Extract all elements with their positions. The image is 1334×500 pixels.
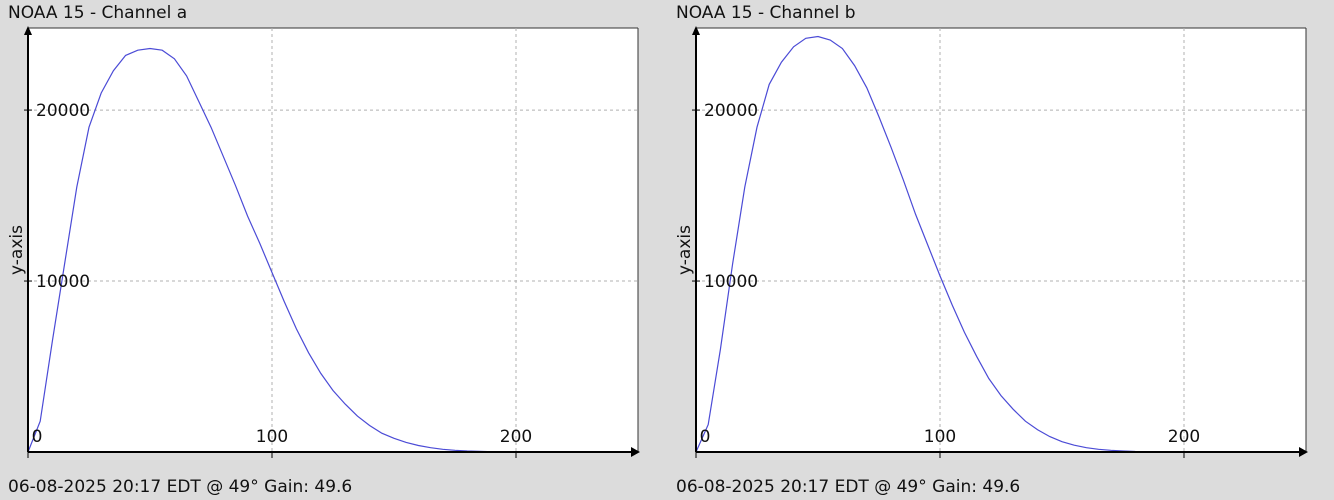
- y-tick-label: 20000: [36, 101, 90, 121]
- y-axis-label: y-axis: [675, 225, 695, 275]
- plot-area: [28, 28, 638, 452]
- chart-panel-a: NOAA 15 - Channel a 0 100 200 10000 20000 y-a…: [0, 0, 660, 500]
- x-tick-label: 0: [700, 427, 711, 447]
- chart-footer: 06-08-2025 20:17 EDT @ 49° Gain: 49.6: [8, 477, 353, 497]
- x-axis-arrow: [631, 447, 640, 457]
- y-tick-label: 10000: [36, 272, 90, 292]
- y-axis-arrow: [24, 26, 32, 35]
- line-chart: 0 100 200 10000 20000 y-axis: [675, 26, 1308, 458]
- y-axis-label: y-axis: [7, 225, 27, 275]
- y-tick-label: 20000: [704, 101, 758, 121]
- x-tick-label: 0: [32, 427, 43, 447]
- series-line: [27, 47, 529, 453]
- chart-panel-b: NOAA 15 - Channel b 0 100 200 10000 20000 y-a…: [668, 0, 1328, 500]
- chart-footer: 06-08-2025 20:17 EDT @ 49° Gain: 49.6: [676, 477, 1021, 497]
- x-tick-label: 100: [256, 427, 288, 447]
- plot-area: [696, 28, 1306, 452]
- line-chart: 0 100 200 10000 20000 y-axis: [7, 26, 640, 458]
- chart-title: NOAA 15 - Channel b: [676, 3, 856, 23]
- x-tick-label: 200: [500, 427, 532, 447]
- y-axis-arrow: [692, 26, 700, 35]
- x-axis-arrow: [1299, 447, 1308, 457]
- x-tick-label: 100: [924, 427, 956, 447]
- x-tick-label: 200: [1168, 427, 1200, 447]
- y-tick-label: 10000: [704, 272, 758, 292]
- series-line: [695, 35, 1160, 453]
- chart-title: NOAA 15 - Channel a: [8, 3, 188, 23]
